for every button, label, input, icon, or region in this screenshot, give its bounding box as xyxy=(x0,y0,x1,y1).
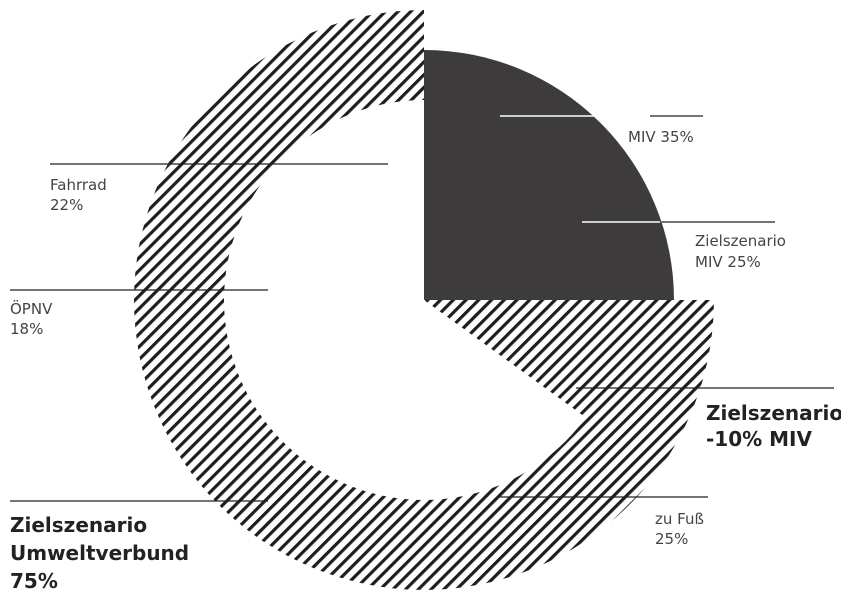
miv-target-wedge xyxy=(424,50,674,300)
label-miv: MIV 35% xyxy=(628,128,694,146)
label-umweltverbund: Zielszenario Umweltverbund 75% xyxy=(10,513,196,590)
miv-reduction-wedge xyxy=(424,300,699,462)
label-miv-target: Zielszenario MIV 25% xyxy=(695,232,791,271)
slice-separator xyxy=(259,299,425,416)
label-oepnv: ÖPNV 18% xyxy=(10,299,57,338)
label-fahrrad: Fahrrad 22% xyxy=(50,176,112,214)
label-reduction: Zielszenario -10% MIV xyxy=(706,401,841,451)
label-fuss: zu Fuß 25% xyxy=(655,510,709,548)
slice-separator xyxy=(250,199,425,301)
